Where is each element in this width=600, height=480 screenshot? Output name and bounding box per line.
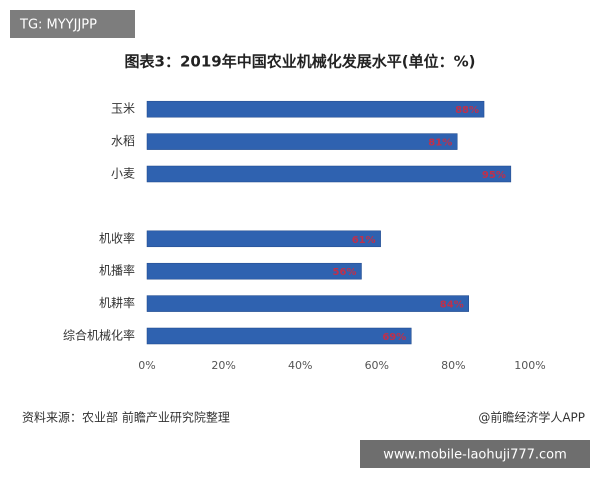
y-tick-label: 玉米	[111, 102, 135, 116]
overlay-text: TG: MYYJJPP	[19, 18, 97, 33]
overlay-box	[360, 440, 590, 468]
bar	[146, 230, 381, 248]
x-tick-label: 40%	[288, 359, 312, 372]
x-tick-label: 80%	[441, 359, 465, 372]
y-tick-label: 小麦	[111, 167, 135, 181]
y-tick-label: 机耕率	[99, 295, 135, 310]
bar	[146, 262, 362, 280]
y-tick-label: 水稻	[111, 134, 135, 148]
value-label: 56%	[333, 267, 357, 278]
bar	[146, 100, 485, 118]
overlay-box	[10, 10, 135, 38]
value-label: 81%	[428, 138, 452, 149]
x-tick-label: 60%	[365, 359, 389, 372]
x-tick-label: 0%	[138, 359, 155, 372]
bar	[146, 133, 458, 150]
bar	[146, 327, 412, 345]
source: 资料来源：农业部 前瞻产业研究院整理	[22, 410, 230, 425]
credit: @前瞻经济学人APP	[478, 410, 585, 425]
value-label: 69%	[382, 332, 406, 343]
y-tick-label: 机播率	[99, 263, 135, 278]
x-tick-label: 20%	[211, 359, 235, 372]
bar	[146, 295, 469, 312]
chart-title: 图表3：2019年中国农业机械化发展水平(单位：%)	[125, 53, 476, 71]
y-tick-label: 综合机械化率	[63, 328, 135, 343]
overlay-text: www.mobile-laohuji777.com	[383, 448, 567, 463]
value-label: 95%	[482, 170, 506, 181]
x-tick-label: 100%	[514, 359, 545, 372]
bar	[146, 165, 512, 183]
value-label: 61%	[352, 235, 376, 246]
value-label: 88%	[455, 105, 479, 116]
y-tick-label: 机收率	[99, 230, 135, 245]
value-label: 84%	[440, 300, 464, 311]
